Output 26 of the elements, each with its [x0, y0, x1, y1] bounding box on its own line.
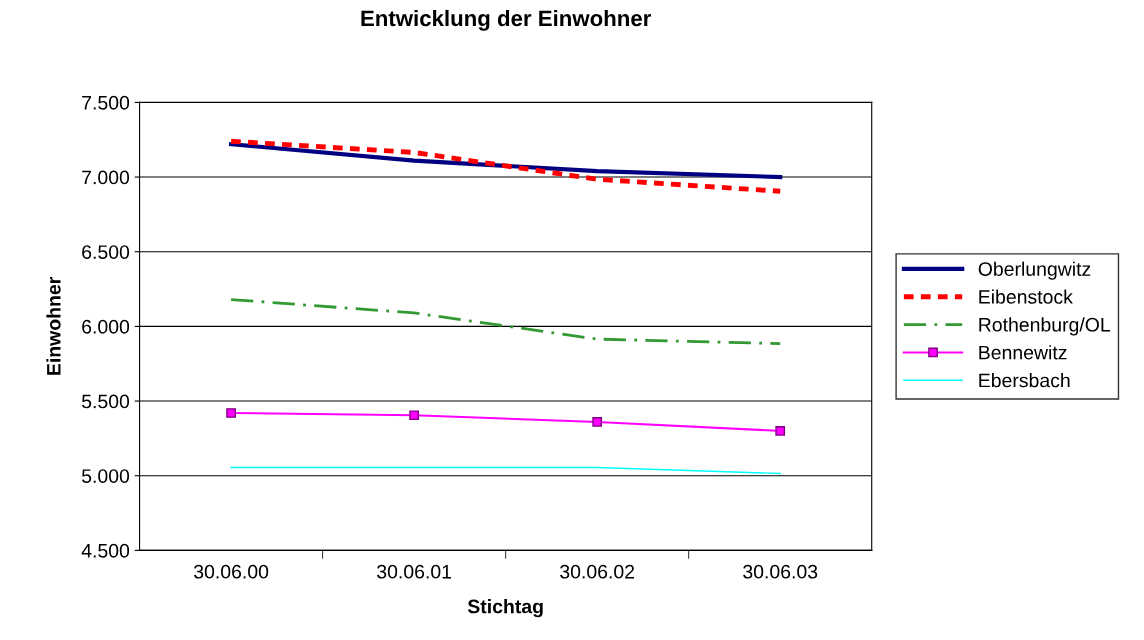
chart-title: Entwicklung der Einwohner — [361, 9, 652, 31]
line-series — [229, 298, 782, 345]
point — [775, 426, 786, 436]
y-tick-label: 5.000 — [81, 469, 130, 483]
x-tick-label: 30.06.01 — [377, 564, 452, 579]
legend-label: Ebersbach — [979, 373, 1070, 388]
line-series — [228, 138, 783, 194]
y-tick-label: 6.000 — [82, 319, 130, 334]
point — [226, 408, 236, 418]
x-tick-label: 30.06.00 — [193, 564, 269, 579]
legend-label: Rothenburg/OL — [979, 317, 1111, 336]
x-tick-label: 30.06.02 — [560, 564, 635, 579]
y-axis-title: Einwohner — [46, 277, 61, 375]
point — [592, 417, 603, 427]
x-axis-title: Stichtag — [467, 599, 543, 618]
x-tick-label: 30.06.03 — [743, 564, 818, 579]
line-series — [229, 142, 783, 180]
y-tick-label: 7.000 — [82, 170, 130, 185]
y-tick-label: 5.500 — [81, 394, 130, 409]
point — [409, 410, 419, 421]
legend-label: Bennewitz — [979, 345, 1067, 360]
legend-label: Oberlungwitz — [978, 261, 1091, 280]
legend-label: Eibenstock — [979, 289, 1073, 304]
y-tick-label: 7.500 — [82, 95, 130, 110]
y-tick-label: 4.500 — [81, 543, 130, 558]
y-tick-label: 6.500 — [82, 245, 130, 259]
